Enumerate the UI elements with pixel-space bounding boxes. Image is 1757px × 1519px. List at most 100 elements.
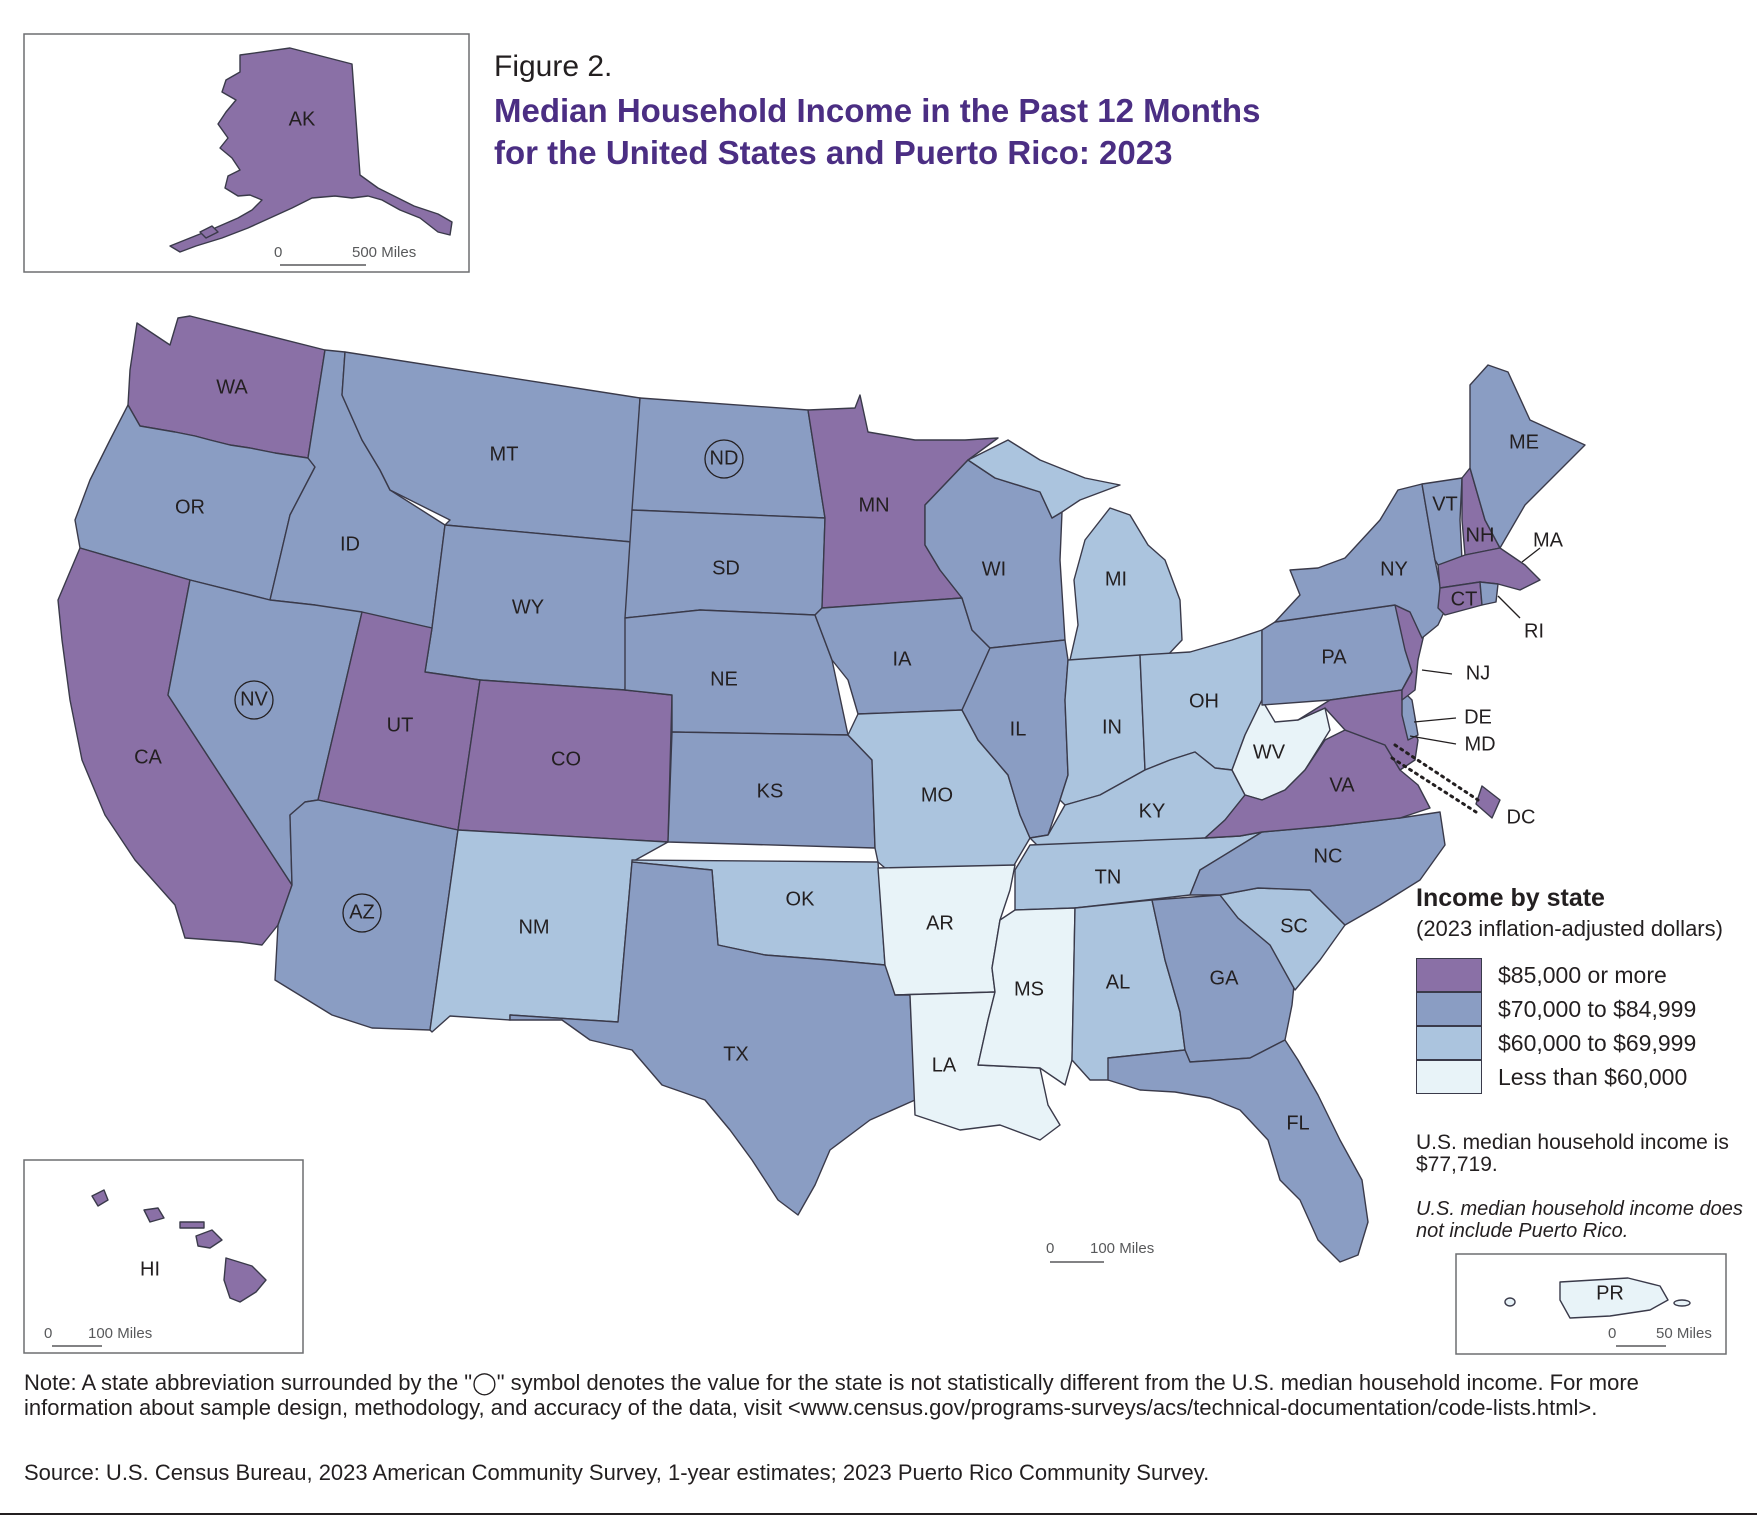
label-WV: WV — [1253, 741, 1286, 763]
legend-title: Income by state — [1416, 884, 1605, 912]
label-ME: ME — [1509, 431, 1539, 453]
label-MS: MS — [1014, 978, 1044, 1000]
state-PR — [1559, 1277, 1669, 1319]
label-MT: MT — [490, 443, 519, 465]
leader-RI — [1497, 595, 1521, 619]
scale-zero-mainland: 0 — [1046, 1240, 1054, 1257]
legend-label: $85,000 or more — [1498, 961, 1667, 988]
label-TX: TX — [723, 1043, 749, 1065]
scale-zero-hawaii: 0 — [44, 1325, 52, 1342]
state-AK — [169, 47, 453, 253]
label-ND: ND — [710, 447, 739, 469]
label-LA: LA — [932, 1054, 957, 1076]
label-AK: AK — [289, 108, 316, 130]
label-DC: DC — [1507, 806, 1536, 828]
state-PR-mona — [1504, 1297, 1516, 1307]
state-AK-island — [199, 225, 219, 239]
label-MN: MN — [858, 494, 889, 516]
legend-label: Less than $60,000 — [1498, 1063, 1688, 1090]
title-line-1: Median Household Income in the Past 12 M… — [494, 92, 1261, 129]
label-KY: KY — [1139, 800, 1166, 822]
label-MI: MI — [1105, 568, 1127, 590]
state-MI — [967, 439, 1183, 661]
label-PR: PR — [1596, 1282, 1624, 1304]
ring-NV — [234, 680, 274, 720]
legend-item: Less than $60,000 — [1416, 1060, 1756, 1094]
label-NV: NV — [240, 688, 268, 710]
ring-AZ — [342, 893, 382, 933]
legend-items: $85,000 or more $70,000 to $84,999 $60,0… — [1416, 958, 1756, 1094]
legend-item: $85,000 or more — [1416, 958, 1756, 992]
footnote: Note: A state abbreviation surrounded by… — [24, 1370, 1639, 1420]
label-MO: MO — [921, 784, 953, 806]
legend-label: $60,000 to $69,999 — [1498, 1029, 1697, 1056]
state-FL — [1107, 1039, 1369, 1263]
label-NE: NE — [710, 668, 738, 690]
label-CO: CO — [551, 748, 581, 770]
hawaii-inset-frame — [23, 1159, 304, 1354]
scale-label-mainland: 100 Miles — [1090, 1240, 1154, 1257]
label-NH: NH — [1466, 524, 1495, 546]
bottom-rule — [0, 1513, 1757, 1515]
label-AR: AR — [926, 912, 954, 934]
legend-swatch — [1416, 1026, 1482, 1060]
title-line-2: for the United States and Puerto Rico: 2… — [494, 134, 1173, 171]
state-MD — [1297, 689, 1419, 771]
legend-subtitle: (2023 inflation-adjusted dollars) — [1416, 916, 1723, 941]
leader-MA — [1521, 547, 1541, 563]
label-UT: UT — [387, 714, 414, 736]
label-CA: CA — [134, 746, 162, 768]
state-PR-vieques — [1673, 1299, 1691, 1307]
label-AZ: AZ — [349, 901, 375, 923]
scale-zero-alaska: 0 — [274, 244, 282, 261]
label-WY: WY — [512, 596, 544, 618]
leader-NJ — [1421, 669, 1453, 675]
figure-label: Figure 2. — [494, 50, 613, 83]
legend-swatch — [1416, 992, 1482, 1026]
label-DE: DE — [1464, 706, 1492, 728]
page-title: Median Household Income in the Past 12 M… — [494, 90, 1394, 174]
label-NJ: NJ — [1466, 662, 1490, 684]
legend-item: $60,000 to $69,999 — [1416, 1026, 1756, 1060]
state-HI-oahu — [143, 1207, 165, 1223]
label-PA: PA — [1321, 646, 1347, 668]
label-IL: IL — [1010, 718, 1027, 740]
state-HI-big — [223, 1257, 267, 1303]
label-CT: CT — [1451, 588, 1478, 610]
label-OH: OH — [1189, 690, 1219, 712]
state-DE — [1401, 689, 1419, 741]
state-DC — [1475, 785, 1501, 819]
label-NC: NC — [1314, 845, 1343, 867]
legend-item: $70,000 to $84,999 — [1416, 992, 1756, 1026]
legend: Income by state (2023 inflation-adjusted… — [1416, 884, 1756, 1094]
us-median-text: U.S. median household income is $77,719. — [1416, 1131, 1729, 1176]
label-VA: VA — [1329, 774, 1355, 796]
state-HI-molokai — [179, 1221, 205, 1229]
state-RI — [1479, 581, 1499, 606]
source-line: Source: U.S. Census Bureau, 2023 America… — [24, 1460, 1210, 1485]
label-HI: HI — [140, 1258, 160, 1280]
label-NY: NY — [1380, 558, 1408, 580]
label-GA: GA — [1210, 967, 1240, 989]
label-WA: WA — [216, 376, 248, 398]
label-KS: KS — [757, 780, 784, 802]
leader-DE — [1413, 717, 1457, 723]
ring-ND — [704, 439, 744, 479]
scale-label-puerto-rico: 50 Miles — [1656, 1325, 1712, 1342]
legend-swatch — [1416, 958, 1482, 992]
scale-label-alaska: 500 Miles — [352, 244, 416, 261]
label-MA: MA — [1533, 529, 1564, 551]
label-SD: SD — [712, 557, 740, 579]
dotted-leader-DC-2 — [1390, 756, 1478, 814]
label-AL: AL — [1106, 971, 1130, 993]
state-TX — [509, 861, 916, 1216]
label-RI: RI — [1524, 620, 1544, 642]
legend-label: $70,000 to $84,999 — [1498, 995, 1697, 1022]
label-OR: OR — [175, 496, 205, 518]
leader-MD — [1409, 735, 1457, 745]
label-FL: FL — [1286, 1112, 1309, 1134]
legend-swatch — [1416, 1060, 1482, 1094]
label-IA: IA — [893, 648, 913, 670]
state-ME — [1469, 364, 1586, 549]
